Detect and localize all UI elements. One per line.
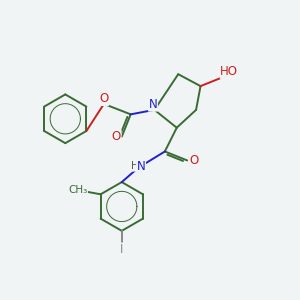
Text: I: I (120, 243, 124, 256)
Text: O: O (112, 130, 121, 143)
Text: N: N (137, 160, 146, 172)
Text: HO: HO (220, 65, 238, 78)
Text: CH₃: CH₃ (68, 184, 87, 194)
Text: H: H (131, 161, 138, 171)
Text: O: O (189, 154, 198, 167)
Text: O: O (99, 92, 109, 105)
Text: N: N (148, 98, 157, 111)
